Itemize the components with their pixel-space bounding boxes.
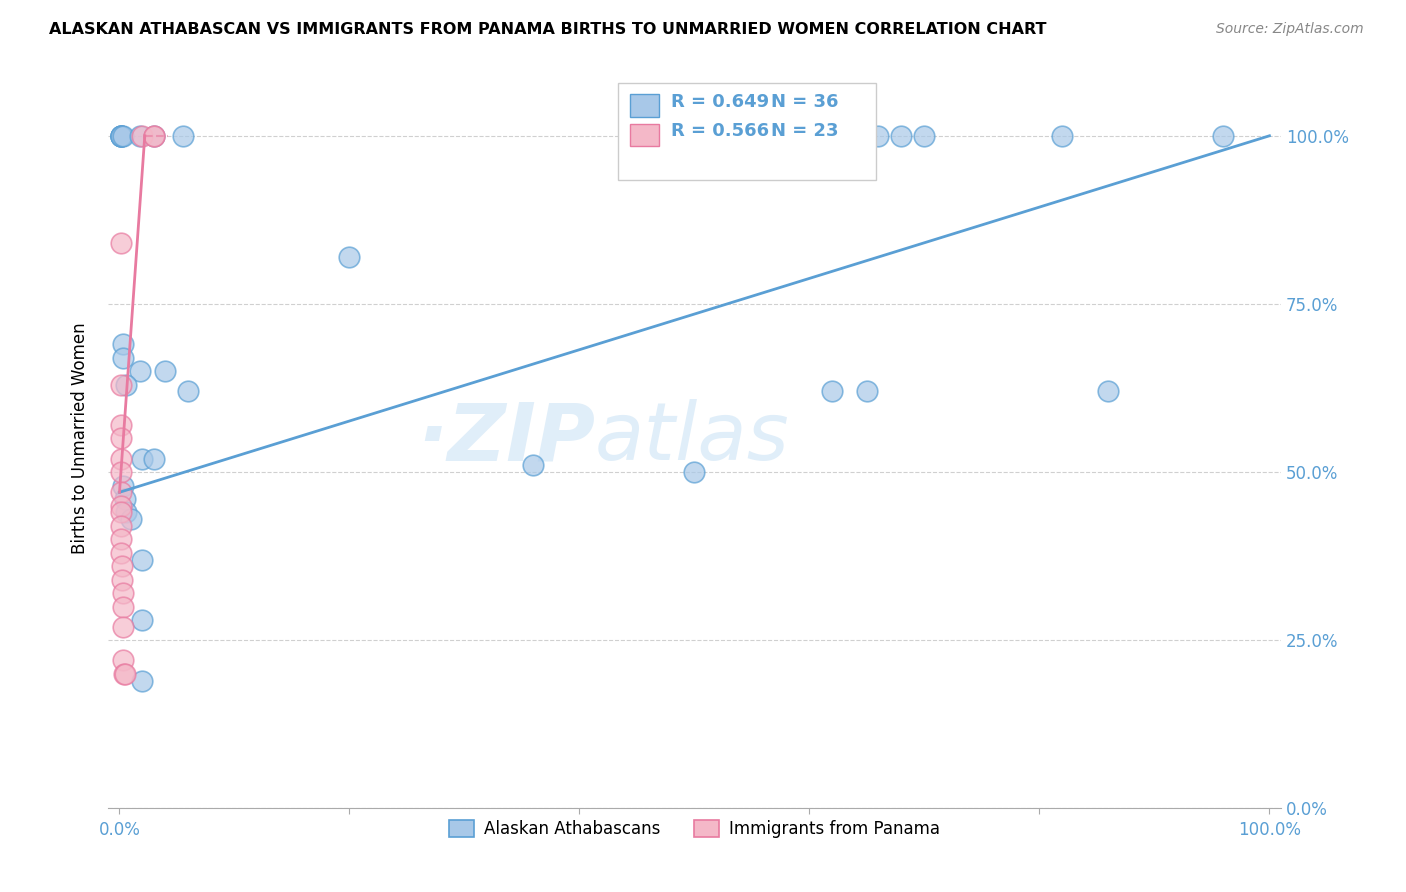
Point bbox=[111, 620, 134, 634]
Y-axis label: Births to Unmarried Women: Births to Unmarried Women bbox=[72, 323, 89, 554]
Point bbox=[115, 506, 138, 520]
Point bbox=[110, 432, 132, 446]
Point bbox=[111, 478, 134, 492]
Point bbox=[110, 499, 132, 513]
Point bbox=[110, 451, 132, 466]
Point bbox=[1212, 128, 1234, 143]
Text: ·ZIP: ·ZIP bbox=[416, 400, 595, 477]
Point bbox=[339, 250, 361, 264]
Point bbox=[110, 506, 132, 520]
Point bbox=[111, 351, 134, 365]
Point bbox=[131, 613, 153, 627]
Point bbox=[155, 364, 177, 378]
Text: Source: ZipAtlas.com: Source: ZipAtlas.com bbox=[1216, 22, 1364, 37]
Point bbox=[131, 552, 153, 566]
Point bbox=[114, 491, 136, 506]
Point bbox=[111, 337, 134, 351]
FancyBboxPatch shape bbox=[630, 124, 659, 146]
Point bbox=[143, 451, 166, 466]
Point bbox=[856, 384, 879, 399]
Point bbox=[120, 512, 142, 526]
Point bbox=[110, 546, 132, 560]
Point bbox=[115, 377, 138, 392]
Point bbox=[111, 573, 134, 587]
FancyBboxPatch shape bbox=[630, 95, 659, 117]
Point bbox=[1052, 128, 1074, 143]
Point bbox=[110, 128, 132, 143]
Point bbox=[914, 128, 936, 143]
Point bbox=[172, 128, 194, 143]
Point bbox=[110, 377, 132, 392]
Text: R = 0.649: R = 0.649 bbox=[671, 93, 769, 111]
Text: N = 36: N = 36 bbox=[770, 93, 838, 111]
Point bbox=[111, 559, 134, 574]
Point bbox=[110, 236, 132, 251]
Point bbox=[890, 128, 912, 143]
Point bbox=[111, 599, 134, 614]
Point bbox=[110, 417, 132, 432]
Text: atlas: atlas bbox=[595, 400, 790, 477]
Point bbox=[143, 128, 166, 143]
Point bbox=[177, 384, 200, 399]
Point bbox=[110, 519, 132, 533]
Point bbox=[114, 667, 136, 681]
Point bbox=[522, 458, 544, 473]
Point bbox=[110, 128, 132, 143]
Point bbox=[110, 128, 132, 143]
Point bbox=[143, 128, 166, 143]
Point bbox=[131, 128, 153, 143]
Point bbox=[129, 128, 152, 143]
Point bbox=[683, 465, 706, 479]
Point bbox=[821, 384, 844, 399]
Point bbox=[110, 128, 132, 143]
Point bbox=[110, 465, 132, 479]
Point bbox=[143, 128, 166, 143]
Point bbox=[110, 128, 132, 143]
Text: N = 23: N = 23 bbox=[770, 122, 838, 140]
Point bbox=[111, 586, 134, 600]
Point bbox=[844, 128, 866, 143]
Point bbox=[110, 485, 132, 500]
Point bbox=[131, 673, 153, 688]
Point bbox=[112, 667, 135, 681]
Point bbox=[131, 451, 153, 466]
FancyBboxPatch shape bbox=[619, 83, 876, 179]
Text: R = 0.566: R = 0.566 bbox=[671, 122, 769, 140]
Point bbox=[110, 533, 132, 547]
Point bbox=[129, 364, 152, 378]
Text: ALASKAN ATHABASCAN VS IMMIGRANTS FROM PANAMA BIRTHS TO UNMARRIED WOMEN CORRELATI: ALASKAN ATHABASCAN VS IMMIGRANTS FROM PA… bbox=[49, 22, 1046, 37]
Point bbox=[1097, 384, 1119, 399]
Point bbox=[111, 653, 134, 667]
Legend: Alaskan Athabascans, Immigrants from Panama: Alaskan Athabascans, Immigrants from Pan… bbox=[443, 813, 946, 845]
Point bbox=[868, 128, 890, 143]
Point bbox=[111, 128, 134, 143]
